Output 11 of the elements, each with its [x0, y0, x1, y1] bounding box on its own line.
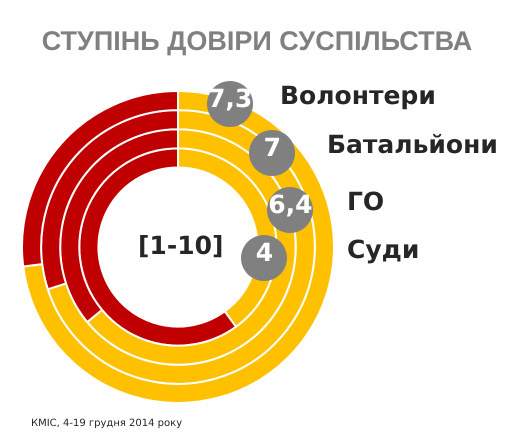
- slice-label: Батальйони: [327, 130, 498, 161]
- chart-title: СТУПІНЬ ДОВІРИ СУСПІЛЬСТВА: [40, 26, 474, 57]
- slice-label: ГО: [347, 187, 384, 218]
- slice-label: Волонтери: [280, 80, 436, 112]
- data-label: 4: [254, 238, 274, 269]
- data-label: 7,3: [206, 84, 254, 115]
- text: КМІС, 4-19 грудня 2014 року: [31, 418, 182, 429]
- data-label: 7: [262, 132, 282, 164]
- slice-label: Суди: [347, 234, 420, 266]
- data-label: 6,4: [267, 190, 314, 222]
- text: [1-10]: [138, 231, 224, 260]
